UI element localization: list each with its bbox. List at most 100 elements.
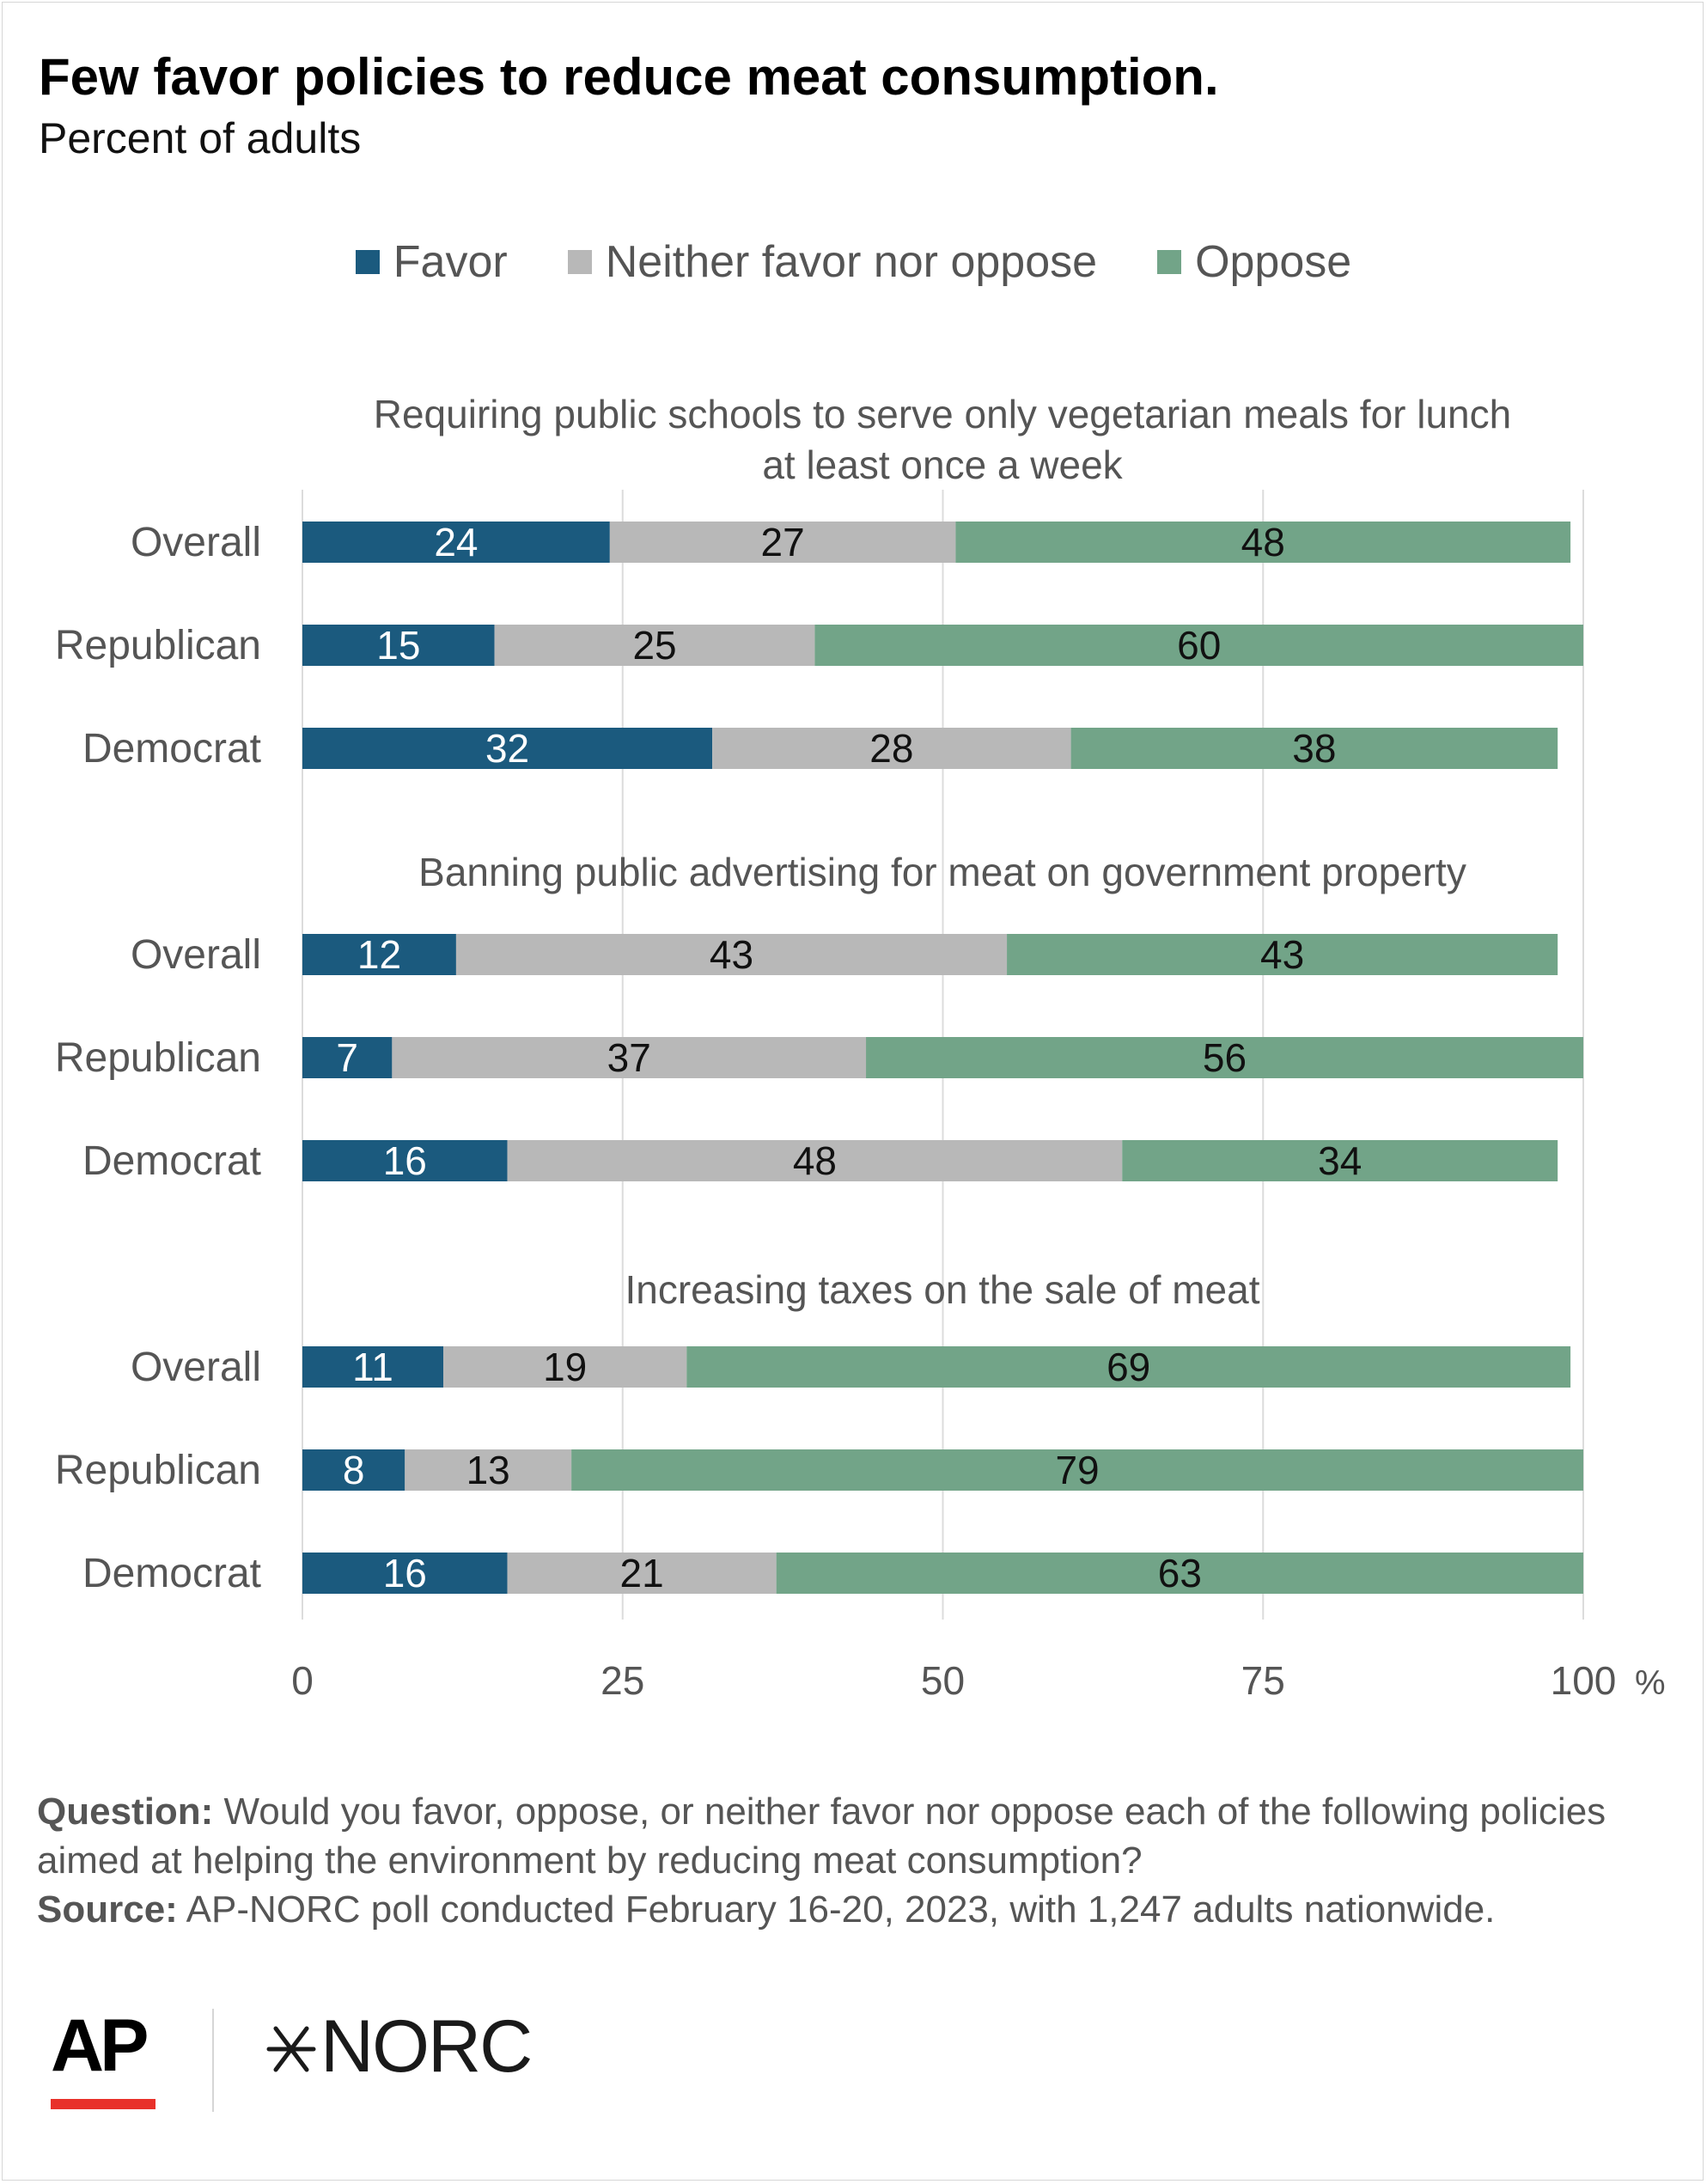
group-title-line: Requiring public schools to serve only v… [374, 392, 1511, 436]
data-label-oppose: 48 [1241, 520, 1285, 564]
ap-logo-text: AP [51, 2004, 149, 2087]
bar-segment-favor [302, 1346, 444, 1388]
x-tick-label: 25 [600, 1658, 644, 1703]
logos: AP NORC [47, 2002, 597, 2122]
source-note: Source: AP-NORC poll conducted February … [37, 1885, 1669, 1934]
row-label: Republican [55, 1035, 261, 1081]
legend-label-oppose: Oppose [1195, 237, 1352, 287]
data-label-neither: 27 [761, 520, 805, 564]
row-label: Republican [55, 1448, 261, 1493]
x-axis-unit: % [1635, 1664, 1666, 1702]
bar-segment-favor [302, 625, 495, 666]
data-label-oppose: 43 [1260, 932, 1304, 977]
bar-segment-neither [494, 625, 815, 666]
bar-segment-neither [712, 728, 1071, 769]
data-label-favor: 12 [357, 932, 401, 977]
group-title: Increasing taxes on the sale of meat [625, 1267, 1260, 1312]
legend-item-oppose: Oppose [1157, 236, 1351, 288]
x-tick-label: 75 [1241, 1658, 1285, 1703]
data-label-neither: 21 [620, 1551, 664, 1595]
bar-segment-oppose [814, 625, 1583, 666]
group-title: Requiring public schools to serve only v… [374, 392, 1511, 487]
bar-segment-neither [609, 522, 956, 563]
bar-segment-neither [392, 1037, 867, 1078]
data-label-oppose: 56 [1203, 1035, 1247, 1080]
footnotes: Question: Would you favor, oppose, or ne… [37, 1787, 1669, 1934]
question-text: Would you favor, oppose, or neither favo… [37, 1791, 1606, 1882]
data-label-neither: 48 [793, 1138, 837, 1183]
legend: Favor Neither favor nor oppose Oppose [0, 236, 1707, 288]
group-title-line: Increasing taxes on the sale of meat [625, 1267, 1260, 1312]
bar-segment-favor [302, 522, 610, 563]
data-label-favor: 24 [434, 520, 478, 564]
bar-segment-oppose [866, 1037, 1583, 1078]
chart-title: Few favor policies to reduce meat consum… [39, 48, 1219, 106]
bar-segment-neither [507, 1140, 1123, 1181]
data-label-neither: 25 [632, 623, 676, 668]
bar-segment-neither [405, 1449, 572, 1491]
norc-logo: NORC [262, 2005, 606, 2092]
legend-swatch-favor [355, 250, 380, 274]
bar-segment-oppose [571, 1449, 1583, 1491]
data-label-favor: 16 [383, 1551, 427, 1595]
logo-divider [212, 2009, 214, 2112]
bar-segment-oppose [1070, 728, 1558, 769]
norc-star-icon [266, 2026, 316, 2072]
data-label-neither: 19 [543, 1345, 587, 1389]
data-label-oppose: 60 [1177, 623, 1221, 668]
bar-segment-neither [455, 934, 1008, 975]
group-title-line: Banning public advertising for meat on g… [418, 850, 1466, 894]
x-tick-label: 50 [921, 1658, 965, 1703]
data-label-oppose: 38 [1292, 726, 1336, 771]
data-label-oppose: 63 [1158, 1551, 1202, 1595]
legend-swatch-oppose [1157, 250, 1182, 274]
bar-segment-favor [302, 1449, 405, 1491]
bar-segment-oppose [776, 1553, 1583, 1594]
row-label: Democrat [82, 1551, 261, 1596]
row-label: Overall [131, 520, 261, 565]
bar-segment-favor [302, 1037, 393, 1078]
row-label: Overall [131, 1345, 261, 1390]
x-tick-label: 100 [1551, 1658, 1617, 1703]
bar-segment-favor [302, 934, 456, 975]
legend-item-neither: Neither favor nor oppose [567, 236, 1097, 288]
data-label-oppose: 34 [1318, 1138, 1362, 1183]
row-label: Overall [131, 932, 261, 978]
data-label-favor: 11 [352, 1345, 393, 1389]
row-label: Democrat [82, 1138, 261, 1184]
bar-segment-oppose [955, 522, 1571, 563]
x-tick-label: 0 [291, 1658, 314, 1703]
data-label-neither: 43 [710, 932, 753, 977]
bar-segment-oppose [1122, 1140, 1558, 1181]
bar-segment-favor [302, 728, 713, 769]
legend-label-favor: Favor [393, 237, 508, 287]
source-label: Source: [37, 1888, 178, 1931]
row-label: Republican [55, 623, 261, 668]
question-label: Question: [37, 1791, 214, 1833]
data-label-favor: 32 [485, 726, 529, 771]
bar-segment-oppose [1007, 934, 1558, 975]
data-label-favor: 8 [343, 1448, 365, 1492]
bar-segment-favor [302, 1140, 508, 1181]
data-label-favor: 15 [376, 623, 420, 668]
data-label-neither: 37 [607, 1035, 651, 1080]
data-label-neither: 28 [869, 726, 913, 771]
question-note: Question: Would you favor, oppose, or ne… [37, 1787, 1669, 1885]
ap-logo-bar [51, 2099, 155, 2109]
ap-logo: AP [47, 2002, 159, 2118]
group-title-line: at least once a week [762, 442, 1123, 487]
stacked-bar-chart: Requiring public schools to serve only v… [55, 392, 1666, 1703]
data-label-favor: 7 [336, 1035, 358, 1080]
legend-swatch-neither [567, 250, 592, 274]
legend-item-favor: Favor [355, 236, 508, 288]
bar-segment-neither [443, 1346, 687, 1388]
row-label: Democrat [82, 726, 261, 772]
data-label-favor: 16 [383, 1138, 427, 1183]
bar-segment-oppose [686, 1346, 1571, 1388]
norc-logo-text: NORC [320, 2005, 533, 2088]
chart-subtitle: Percent of adults [39, 114, 362, 162]
group-title: Banning public advertising for meat on g… [418, 850, 1466, 894]
bar-segment-neither [507, 1553, 777, 1594]
source-text: AP-NORC poll conducted February 16-20, 2… [177, 1888, 1496, 1931]
